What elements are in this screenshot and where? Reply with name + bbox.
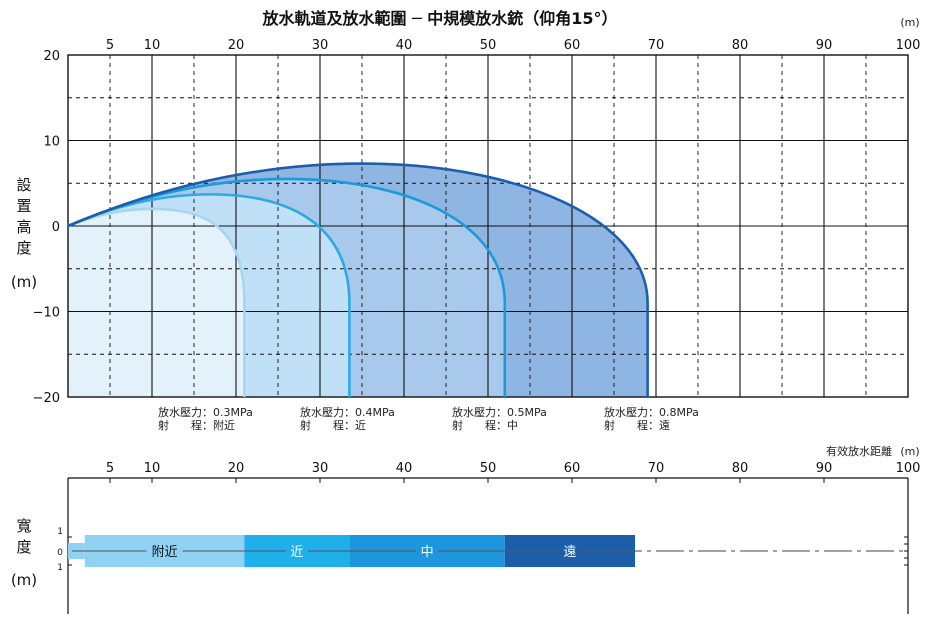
band-label-bg bbox=[558, 542, 581, 560]
pressure-label-line: 射 程：遠 bbox=[604, 418, 670, 432]
upper-y-tick: 20 bbox=[43, 49, 60, 64]
upper-y-tick: −20 bbox=[33, 391, 60, 406]
lower-x-tick: 90 bbox=[816, 461, 833, 476]
lower-x-tick: 50 bbox=[480, 461, 497, 476]
band-label-3: 中 bbox=[421, 545, 434, 560]
upper-x-tick: 30 bbox=[312, 38, 329, 53]
upper-y-label-char: 置 bbox=[16, 197, 31, 215]
upper-y-label-char: 高 bbox=[16, 218, 31, 236]
pressure-label-line: 放水壓力：0.4MPa bbox=[300, 405, 395, 419]
lower-y-label-char: 度 bbox=[16, 538, 31, 556]
lower-x-tick: 20 bbox=[228, 461, 245, 476]
upper-x-tick: 80 bbox=[732, 38, 749, 53]
top-x-unit: (m) bbox=[900, 16, 919, 29]
lower-x-tick: 100 bbox=[896, 461, 921, 476]
upper-y-tick: −10 bbox=[33, 306, 60, 321]
upper-x-tick: 40 bbox=[396, 38, 413, 53]
lower-x-tick: 10 bbox=[144, 461, 161, 476]
lower-y-label-char: 寬 bbox=[16, 517, 31, 535]
trajectory-curves bbox=[67, 162, 649, 397]
lower-x-tick: 40 bbox=[396, 461, 413, 476]
lower-x-tick: 60 bbox=[564, 461, 581, 476]
lower-y-label: 寬度 (m) bbox=[11, 517, 37, 589]
pressure-label-line: 放水壓力：0.5MPa bbox=[452, 405, 547, 419]
band-label-bg bbox=[285, 542, 308, 560]
band-label-2: 近 bbox=[290, 545, 303, 560]
lower-x-tick: 80 bbox=[732, 461, 749, 476]
lower-y-tick: 1 bbox=[57, 527, 63, 537]
band-label-bg bbox=[146, 542, 183, 560]
lower-y-unit: (m) bbox=[11, 571, 37, 589]
lower-x-tick: 70 bbox=[648, 461, 665, 476]
pressure-label-line: 射 程：中 bbox=[452, 418, 518, 432]
upper-x-tick: 50 bbox=[480, 38, 497, 53]
lower-y-tick: 1 bbox=[57, 563, 63, 573]
lower-x-tick: 30 bbox=[312, 461, 329, 476]
upper-x-tick: 70 bbox=[648, 38, 665, 53]
band-label-4: 遠 bbox=[563, 545, 576, 560]
chart-title: 放水軌道及放水範圍 ─ 中規模放水銃（仰角15°） bbox=[261, 9, 617, 28]
band-label-1: 附近 bbox=[152, 545, 178, 560]
upper-x-tick: 5 bbox=[106, 38, 114, 53]
chart-title-group: 放水軌道及放水範圍 ─ 中規模放水銃（仰角15°） (m) bbox=[261, 9, 919, 29]
pressure-label-line: 放水壓力：0.8MPa bbox=[604, 405, 699, 419]
upper-x-tick: 100 bbox=[896, 38, 921, 53]
upper-x-tick: 10 bbox=[144, 38, 161, 53]
upper-y-tick: 10 bbox=[43, 135, 60, 150]
upper-grid bbox=[67, 54, 909, 398]
upper-x-tick: 20 bbox=[228, 38, 245, 53]
lower-x-tick: 5 bbox=[106, 461, 114, 476]
upper-x-tick: 60 bbox=[564, 38, 581, 53]
upper-x-tick: 90 bbox=[816, 38, 833, 53]
pressure-label-line: 放水壓力：0.3MPa bbox=[158, 405, 253, 419]
trajectory-curve-4 bbox=[67, 162, 649, 397]
lower-x-unit: (m) bbox=[900, 445, 919, 458]
pressure-label-line: 射 程：近 bbox=[300, 418, 366, 432]
trajectory-area-1 bbox=[68, 208, 245, 397]
upper-y-label-char: 設 bbox=[16, 176, 31, 194]
upper-y-label-char: 度 bbox=[16, 239, 31, 257]
pressure-label-line: 射 程：附近 bbox=[158, 418, 235, 432]
trajectory-curve-1 bbox=[67, 207, 246, 397]
lower-x-label: 有效放水距離 bbox=[826, 444, 892, 458]
lower-y-tick: 0 bbox=[57, 548, 63, 558]
upper-y-unit: (m) bbox=[11, 273, 37, 291]
band-label-bg bbox=[416, 542, 439, 560]
upper-y-tick: 0 bbox=[52, 220, 60, 235]
width-bands: 附近 近 中 遠 bbox=[68, 535, 635, 567]
